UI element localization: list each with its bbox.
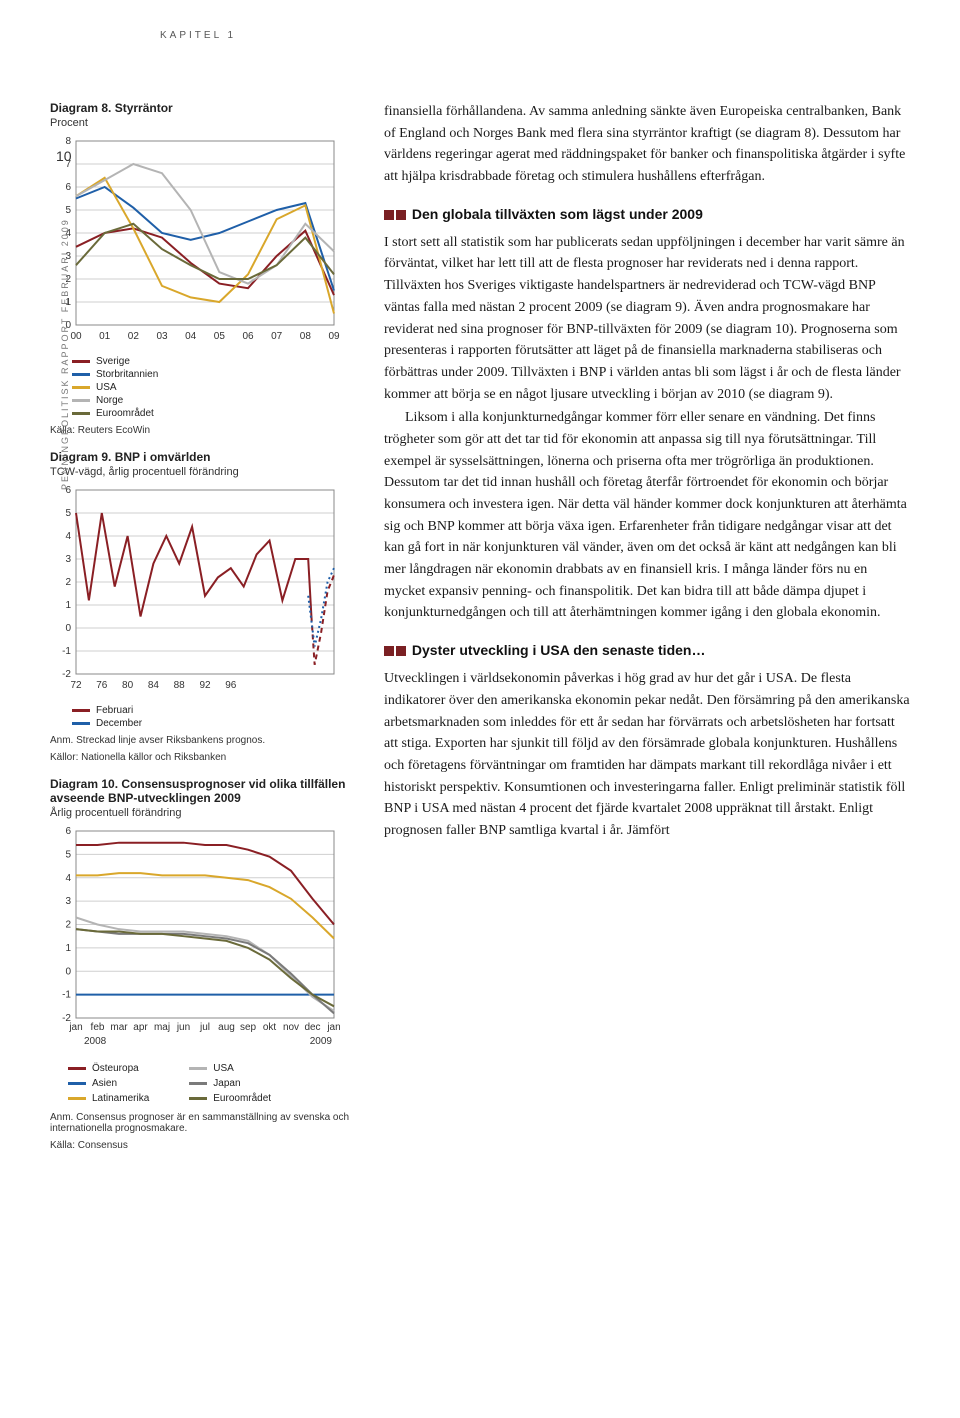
legend-item: Februari (72, 705, 360, 716)
chart9-note: Anm. Streckad linje avser Riksbankens pr… (50, 735, 360, 746)
svg-text:jul: jul (199, 1022, 210, 1033)
body-p2: I stort sett all statistik som har publi… (384, 232, 910, 406)
chart9-title: Diagram 9. BNP i omvärlden (50, 450, 360, 464)
legend-item: Euroområdet (189, 1093, 271, 1104)
legend-item: Euroområdet (72, 408, 360, 419)
svg-text:jan: jan (68, 1022, 82, 1033)
svg-text:maj: maj (154, 1022, 170, 1033)
svg-text:5: 5 (65, 205, 71, 216)
svg-text:80: 80 (122, 680, 134, 691)
section-h2: Den globala tillväxten som lägst under 2… (384, 206, 910, 222)
svg-text:1: 1 (65, 943, 71, 954)
chart8-subtitle: Procent (50, 117, 360, 129)
svg-text:nov: nov (283, 1022, 299, 1033)
svg-text:feb: feb (91, 1022, 105, 1033)
svg-text:88: 88 (174, 680, 186, 691)
body-p4: Utvecklingen i världsekonomin påverkas i… (384, 668, 910, 842)
svg-text:apr: apr (133, 1022, 148, 1033)
square-bullet-icon (396, 646, 406, 656)
svg-text:jan: jan (326, 1022, 340, 1033)
chart10-title: Diagram 10. Consensusprognoser vid olika… (50, 777, 360, 805)
legend-item: Östeuropa (68, 1063, 149, 1074)
chart10-subtitle: Årlig procentuell förändring (50, 807, 360, 819)
legend-item: Japan (189, 1078, 271, 1089)
legend-item: Storbritannien (72, 369, 360, 380)
svg-text:sep: sep (240, 1022, 257, 1033)
svg-text:0: 0 (65, 623, 71, 634)
chart8-title: Diagram 8. Styrräntor (50, 101, 360, 115)
svg-text:-2: -2 (62, 669, 71, 680)
legend-item: USA (72, 382, 360, 393)
svg-text:00: 00 (70, 331, 82, 342)
svg-text:96: 96 (225, 680, 237, 691)
legend-item: Asien (68, 1078, 149, 1089)
svg-text:72: 72 (70, 680, 82, 691)
svg-text:07: 07 (271, 331, 283, 342)
chart9-legend: Februari December (72, 705, 360, 729)
legend-item: December (72, 718, 360, 729)
svg-text:5: 5 (65, 849, 71, 860)
chart9-source: Källor: Nationella källor och Riksbanken (50, 752, 360, 763)
svg-text:jun: jun (176, 1022, 190, 1033)
svg-text:4: 4 (65, 531, 71, 542)
chart9-subtitle: TCW-vägd, årlig procentuell förändring (50, 466, 360, 478)
svg-text:2: 2 (65, 920, 71, 931)
page-number: 10 (56, 148, 72, 164)
svg-text:aug: aug (218, 1022, 235, 1033)
svg-text:05: 05 (214, 331, 226, 342)
svg-text:01: 01 (99, 331, 111, 342)
square-bullet-icon (384, 210, 394, 220)
svg-text:4: 4 (65, 873, 71, 884)
svg-text:04: 04 (185, 331, 197, 342)
chart10-source: Källa: Consensus (50, 1140, 360, 1151)
svg-text:09: 09 (328, 331, 340, 342)
svg-text:84: 84 (148, 680, 160, 691)
svg-text:6: 6 (65, 182, 71, 193)
square-bullet-icon (396, 210, 406, 220)
body-p3: Liksom i alla konjunkturnedgångar kommer… (384, 407, 910, 624)
svg-text:2008: 2008 (84, 1036, 107, 1047)
svg-text:6: 6 (65, 826, 71, 837)
svg-text:2: 2 (65, 577, 71, 588)
chart10-note: Anm. Consensus prognoser är en sammanstä… (50, 1112, 360, 1134)
svg-text:okt: okt (263, 1022, 277, 1033)
margin-vertical-text: PENNINGPOLITISK RAPPORT FEBRUARI 2009 (60, 218, 70, 490)
svg-text:02: 02 (128, 331, 140, 342)
legend-item: USA (189, 1063, 271, 1074)
svg-text:-1: -1 (62, 990, 71, 1001)
legend-item: Norge (72, 395, 360, 406)
svg-text:3: 3 (65, 554, 71, 565)
svg-text:-1: -1 (62, 646, 71, 657)
chart9-frame: -2-101234567276808488929600040812 (50, 484, 340, 699)
chart8-source: Källa: Reuters EcoWin (50, 425, 360, 436)
svg-text:76: 76 (96, 680, 108, 691)
chart8-frame: 01234567800010203040506070809 (50, 135, 340, 350)
square-bullet-icon (384, 646, 394, 656)
chart10-legend: Östeuropa Asien Latinamerika USA Japan Euroo… (68, 1061, 360, 1106)
svg-text:dec: dec (304, 1022, 320, 1033)
svg-text:03: 03 (156, 331, 168, 342)
svg-text:92: 92 (199, 680, 211, 691)
svg-text:8: 8 (65, 136, 71, 147)
chapter-header: KAPITEL 1 (160, 30, 910, 41)
legend-item: Latinamerika (68, 1093, 149, 1104)
svg-text:06: 06 (242, 331, 254, 342)
svg-text:5: 5 (65, 508, 71, 519)
svg-text:0: 0 (65, 966, 71, 977)
svg-text:08: 08 (300, 331, 312, 342)
svg-text:1: 1 (65, 600, 71, 611)
chart10-frame: -2-10123456janfebmaraprmajjunjulaugsepok… (50, 825, 340, 1055)
svg-text:3: 3 (65, 896, 71, 907)
chart8-legend: Sverige Storbritannien USA Norge Euroområdet (72, 356, 360, 419)
legend-item: Sverige (72, 356, 360, 367)
svg-text:2009: 2009 (310, 1036, 333, 1047)
body-p1: finansiella förhållandena. Av samma anle… (384, 101, 910, 188)
svg-text:mar: mar (110, 1022, 128, 1033)
section-h3: Dyster utveckling i USA den senaste tide… (384, 642, 910, 658)
body-text: finansiella förhållandena. Av samma anle… (384, 101, 910, 1165)
